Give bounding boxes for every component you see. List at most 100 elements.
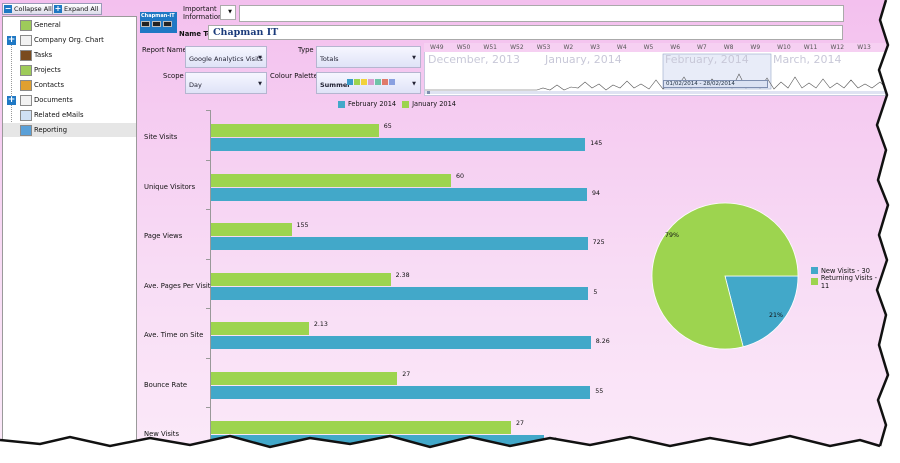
legend-label-jan: January 2014 [412, 100, 456, 108]
bar-february [211, 336, 591, 349]
pie-chart [651, 202, 799, 350]
month-label: February, 2014 [665, 53, 749, 66]
tree-item[interactable]: Projects [3, 63, 136, 77]
name-to-display-field[interactable]: Chapman IT [208, 25, 843, 40]
bar-value-label: 27 [516, 420, 525, 427]
tree-item-label: Tasks [34, 51, 53, 59]
week-label: W13 [857, 44, 871, 51]
tree-item[interactable]: + Documents [3, 93, 136, 107]
pie-slice-label: 79% [665, 232, 679, 239]
axis-tick [206, 407, 210, 408]
week-label: W50 [456, 44, 471, 51]
folder-icon [20, 19, 32, 31]
palette-swatch [347, 79, 353, 85]
week-label: W6 [670, 44, 681, 51]
minus-icon: − [4, 4, 12, 13]
category-label: Site Visits [144, 133, 178, 141]
pie-legend: New Visits - 30 Returning Visits - 11 [811, 265, 886, 290]
colour-palette-label: Colour Palette [270, 72, 318, 80]
palette-swatch [354, 79, 360, 85]
bar-february [211, 435, 545, 448]
plus-icon: + [54, 4, 62, 13]
bar-february [211, 237, 588, 250]
palette-swatches [347, 79, 395, 85]
axis-tick [206, 209, 210, 210]
legend-swatch-jan [402, 100, 410, 108]
palette-swatch [361, 79, 367, 85]
expand-icon[interactable]: + [7, 94, 16, 105]
week-label: W51 [483, 44, 497, 51]
bar-january [211, 173, 451, 187]
document-icon [20, 94, 32, 106]
legend-label-feb: February 2014 [348, 100, 397, 108]
category-label: New Visits [144, 430, 180, 438]
bar-january [211, 223, 292, 236]
tree-item[interactable]: Reporting [3, 123, 136, 137]
collapse-all-button[interactable]: − Collapse All [2, 3, 56, 15]
pie-slice [651, 202, 799, 350]
dropdown-arrow-icon: ▼ [412, 81, 416, 87]
report-name-dropdown[interactable]: Google Analytics Visits ▼ [185, 46, 267, 68]
bar-value-label: 2.13 [313, 321, 328, 328]
category-label: Bounce Rate [144, 380, 188, 389]
bar-value-label: 30 [549, 437, 558, 444]
tree-connector [11, 39, 12, 134]
category-label: Page Views [144, 232, 183, 240]
legend-swatch-new [811, 267, 818, 274]
dropdown-arrow-icon: ▼ [258, 55, 262, 61]
month-label: December, 2013 [428, 53, 521, 66]
pie-legend-label: New Visits - 30 [821, 266, 870, 275]
bar-value-label: 8.26 [595, 338, 610, 345]
expand-all-button[interactable]: + Expand All [52, 3, 103, 15]
type-label: Type [298, 46, 314, 54]
tree-item[interactable]: + Company Org. Chart [3, 33, 136, 47]
tree-item[interactable]: Tasks [3, 48, 136, 62]
bar-value-label: 55 [595, 387, 604, 395]
bar-january [211, 124, 379, 137]
report-icon [20, 124, 32, 136]
selected-range-label[interactable]: 01/02/2014 - 28/02/2014 [663, 80, 768, 88]
week-label: W4 [616, 44, 627, 51]
important-info-field[interactable] [239, 5, 844, 22]
tree-item-label: General [34, 21, 61, 29]
palette-swatch [368, 79, 374, 85]
week-ruler: W49 W50 W51 W52 W53 W2 W3 W4 W5 W6 W7 W8 W9 W10 W11 W12… [424, 43, 886, 52]
month-label: March, 2014 [773, 53, 842, 66]
bar-february [211, 286, 589, 300]
bar-value-label: 145 [590, 140, 603, 147]
expand-icon[interactable]: + [7, 34, 16, 45]
week-label: W52 [510, 44, 524, 51]
week-label: W53 [536, 44, 551, 51]
dropdown-arrow-icon: ▼ [412, 55, 416, 61]
tree-item-label: Contacts [34, 81, 64, 89]
category-label: Ave. Time on Site [144, 331, 204, 339]
tree-item[interactable]: General [3, 18, 136, 32]
bar-value-label: 155 [296, 222, 309, 229]
pie-legend-label: Returning Visits - 11 [820, 273, 877, 290]
palette-swatch [389, 79, 395, 85]
bar-value-label: 60 [456, 172, 465, 180]
important-info-dropdown[interactable]: ▼ [220, 5, 236, 20]
app-window: − Collapse All + Expand All General + Comp… [0, 0, 886, 450]
checkbox-icon [20, 49, 32, 61]
palette-swatch [382, 79, 388, 85]
week-label: W9 [750, 44, 761, 51]
pie-slice-label: 21% [769, 312, 783, 319]
bar-february [211, 187, 587, 201]
type-dropdown[interactable]: Totals ▼ [316, 46, 421, 68]
tree-item[interactable]: Related eMails [3, 108, 136, 122]
dropdown-arrow-icon: ▼ [228, 9, 232, 15]
report-name-label: Report Name [142, 46, 187, 54]
bar-value-label: 27 [402, 370, 411, 378]
scope-dropdown[interactable]: Day ▼ [185, 72, 267, 94]
navigation-tree: General + Company Org. Chart Tasks Projects C… [2, 16, 137, 450]
scope-label: Scope [163, 72, 184, 80]
tree-item[interactable]: Contacts [3, 78, 136, 92]
category-label: Unique Visitors [144, 182, 196, 191]
bar-value-label: 65 [383, 123, 392, 130]
bar-january [211, 421, 511, 434]
week-label: W3 [590, 44, 600, 51]
dropdown-arrow-icon: ▼ [258, 81, 262, 87]
week-label: W11 [803, 44, 818, 51]
contacts-icon [20, 79, 32, 91]
